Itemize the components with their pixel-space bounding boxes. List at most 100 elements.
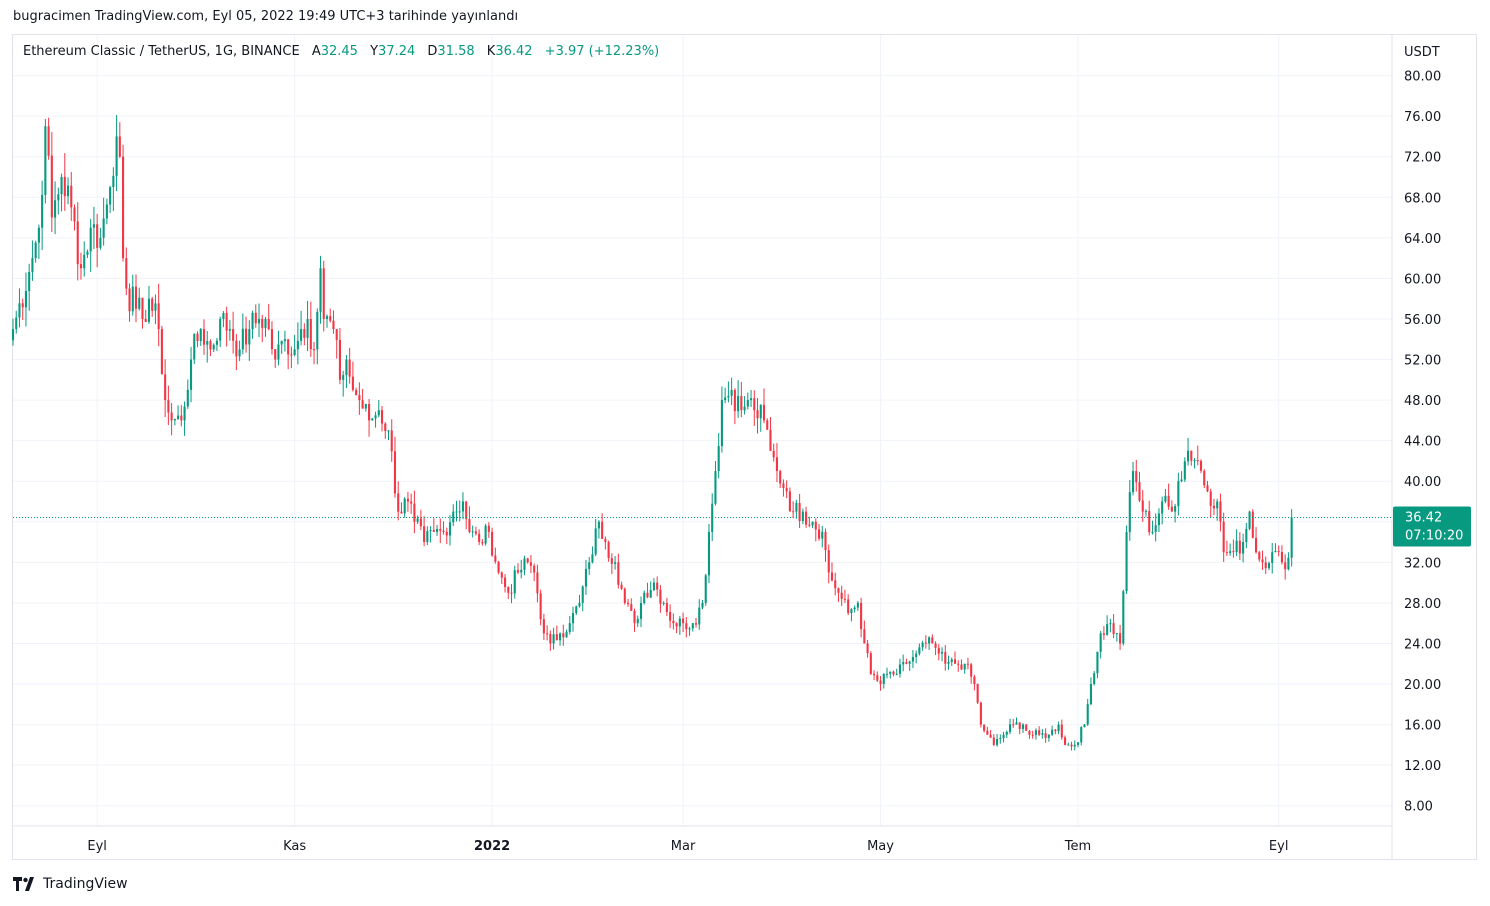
candle: [358, 382, 361, 415]
candle: [335, 329, 338, 359]
footer-logo[interactable]: TradingView: [13, 874, 128, 894]
candle: [83, 241, 86, 277]
candle: [714, 461, 717, 506]
candle: [1086, 698, 1089, 726]
candle: [798, 493, 801, 528]
candle: [542, 613, 545, 640]
candle: [290, 346, 293, 368]
candle: [436, 524, 439, 536]
candle: [979, 701, 982, 728]
candle: [31, 240, 34, 281]
candle: [1287, 552, 1290, 571]
price-axis[interactable]: 80.00 76.00 72.00 68.00 64.00 60.00 56.00 52.00…: [1404, 70, 1441, 815]
candle: [283, 330, 286, 352]
candle: [1206, 480, 1209, 493]
price-tick-label: 16.00: [1404, 719, 1441, 734]
candle: [669, 604, 672, 628]
chart-legend: Ethereum Classic / TetherUS, 1G, BINANCE…: [23, 44, 659, 59]
candle: [41, 180, 44, 250]
candle: [1015, 717, 1018, 725]
candle: [1028, 729, 1031, 739]
candle: [147, 285, 151, 324]
candle: [788, 487, 791, 512]
candle: [332, 310, 335, 334]
candle: [882, 673, 885, 689]
candle: [1180, 471, 1183, 483]
candle: [351, 361, 354, 392]
candle: [905, 658, 908, 665]
candle: [892, 670, 895, 677]
candle: [215, 337, 218, 352]
candle: [387, 430, 390, 441]
candle: [44, 118, 47, 204]
candle: [814, 518, 817, 542]
candle: [604, 536, 607, 550]
candle: [76, 202, 79, 281]
candle: [694, 617, 698, 628]
candle: [643, 590, 646, 605]
candle: [261, 314, 264, 343]
time-tick-label: Mar: [671, 839, 696, 854]
candle: [617, 553, 620, 589]
candle: [199, 327, 202, 346]
legend-high: 37.24: [378, 44, 416, 59]
price-tick-label: 44.00: [1404, 435, 1441, 450]
candle: [1216, 498, 1219, 521]
candle: [966, 657, 969, 670]
chart-grid: [13, 35, 1392, 826]
candle: [1080, 726, 1083, 746]
candle: [342, 370, 345, 397]
candle: [866, 639, 869, 658]
candle: [235, 333, 238, 371]
candle: [183, 401, 186, 436]
candle: [134, 274, 138, 323]
candle: [983, 724, 986, 733]
candle: [423, 516, 426, 547]
time-axis[interactable]: Eyl Kas 2022 Mar May Tem Eyl: [87, 839, 1288, 854]
candle: [1284, 554, 1287, 580]
chart-frame[interactable]: [12, 34, 1477, 860]
candle: [510, 584, 513, 604]
candle: [1047, 734, 1050, 742]
candle: [924, 635, 927, 649]
candle: [646, 582, 649, 599]
candle: [1174, 503, 1177, 523]
candle: [112, 167, 115, 212]
candle: [251, 310, 254, 339]
candle: [1038, 726, 1041, 737]
candle: [876, 671, 879, 683]
publish-info: bugracimen TradingView.com, Eyl 05, 2022…: [13, 9, 519, 24]
candle: [1076, 742, 1080, 748]
candle: [753, 390, 756, 426]
time-tick-label: Eyl: [87, 839, 107, 854]
candle: [300, 310, 303, 346]
time-tick-label: Kas: [283, 839, 306, 854]
candle: [578, 594, 581, 608]
candle: [840, 585, 843, 607]
candle: [707, 523, 711, 584]
candle: [180, 405, 183, 427]
candle: [503, 574, 507, 593]
candle: [1219, 493, 1222, 532]
candle: [1209, 488, 1212, 518]
candle: [144, 309, 147, 323]
candle: [455, 500, 458, 522]
candle: [189, 346, 193, 403]
candle: [860, 597, 863, 638]
candle: [1099, 630, 1102, 659]
candle: [1025, 723, 1028, 731]
legend-open: 32.45: [320, 44, 358, 59]
candle: [105, 198, 108, 225]
candle: [1271, 542, 1274, 574]
candle: [824, 528, 827, 562]
candle: [792, 501, 795, 519]
candle: [241, 313, 244, 355]
candle: [908, 660, 911, 671]
candle: [885, 667, 889, 679]
candle: [688, 626, 691, 636]
candle: [225, 306, 228, 347]
candle: [439, 518, 442, 544]
candle: [338, 327, 341, 385]
candle: [219, 316, 222, 347]
